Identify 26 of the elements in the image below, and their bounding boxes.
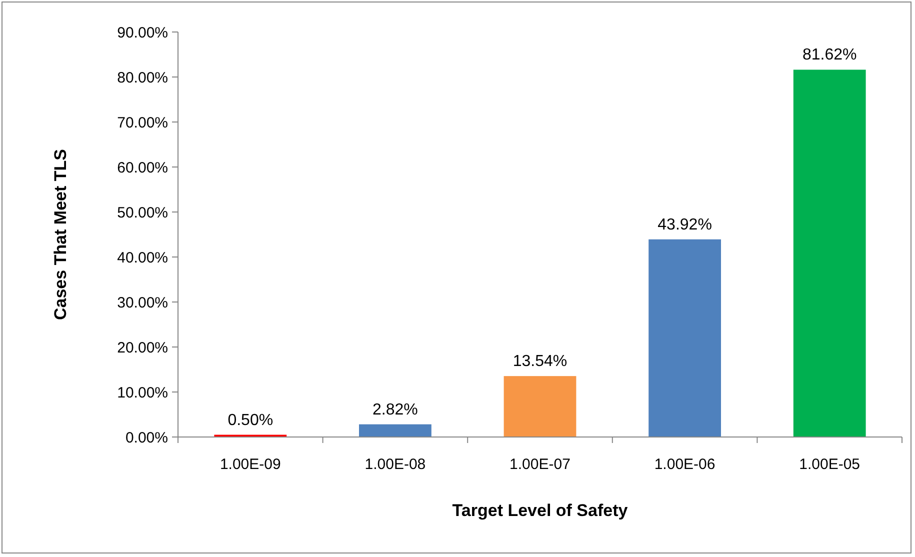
bar bbox=[648, 239, 721, 437]
data-label: 13.54% bbox=[512, 353, 568, 370]
y-tick-label: 20.00% bbox=[117, 339, 168, 356]
y-tick-label: 90.00% bbox=[117, 24, 168, 42]
y-tick-label: 0.00% bbox=[125, 429, 168, 446]
data-label: 2.82% bbox=[372, 401, 418, 418]
x-tick-label: 1.00E-05 bbox=[799, 456, 860, 473]
y-tick-label: 40.00% bbox=[117, 249, 168, 266]
data-label: 43.92% bbox=[658, 216, 712, 234]
x-tick-label: 1.00E-09 bbox=[220, 456, 281, 473]
y-tick-label: 60.00% bbox=[117, 159, 168, 176]
bar bbox=[359, 424, 432, 437]
x-tick-label: 1.00E-07 bbox=[510, 456, 570, 473]
bar bbox=[504, 376, 576, 437]
y-tick-label: 30.00% bbox=[117, 294, 168, 312]
y-tick-label: 50.00% bbox=[117, 204, 168, 222]
y-tick-label: 10.00% bbox=[117, 384, 168, 402]
data-label: 81.62% bbox=[802, 46, 857, 64]
data-label: 0.50% bbox=[228, 412, 274, 429]
y-tick-label: 80.00% bbox=[117, 69, 168, 86]
y-tick-label: 70.00% bbox=[117, 114, 168, 132]
bar bbox=[793, 70, 866, 437]
x-tick-label: 1.00E-06 bbox=[654, 456, 716, 473]
x-axis-title: Target Level of Safety bbox=[452, 501, 628, 520]
y-axis-title: Cases That Meet TLS bbox=[51, 149, 70, 320]
x-tick-label: 1.00E-08 bbox=[364, 456, 426, 473]
